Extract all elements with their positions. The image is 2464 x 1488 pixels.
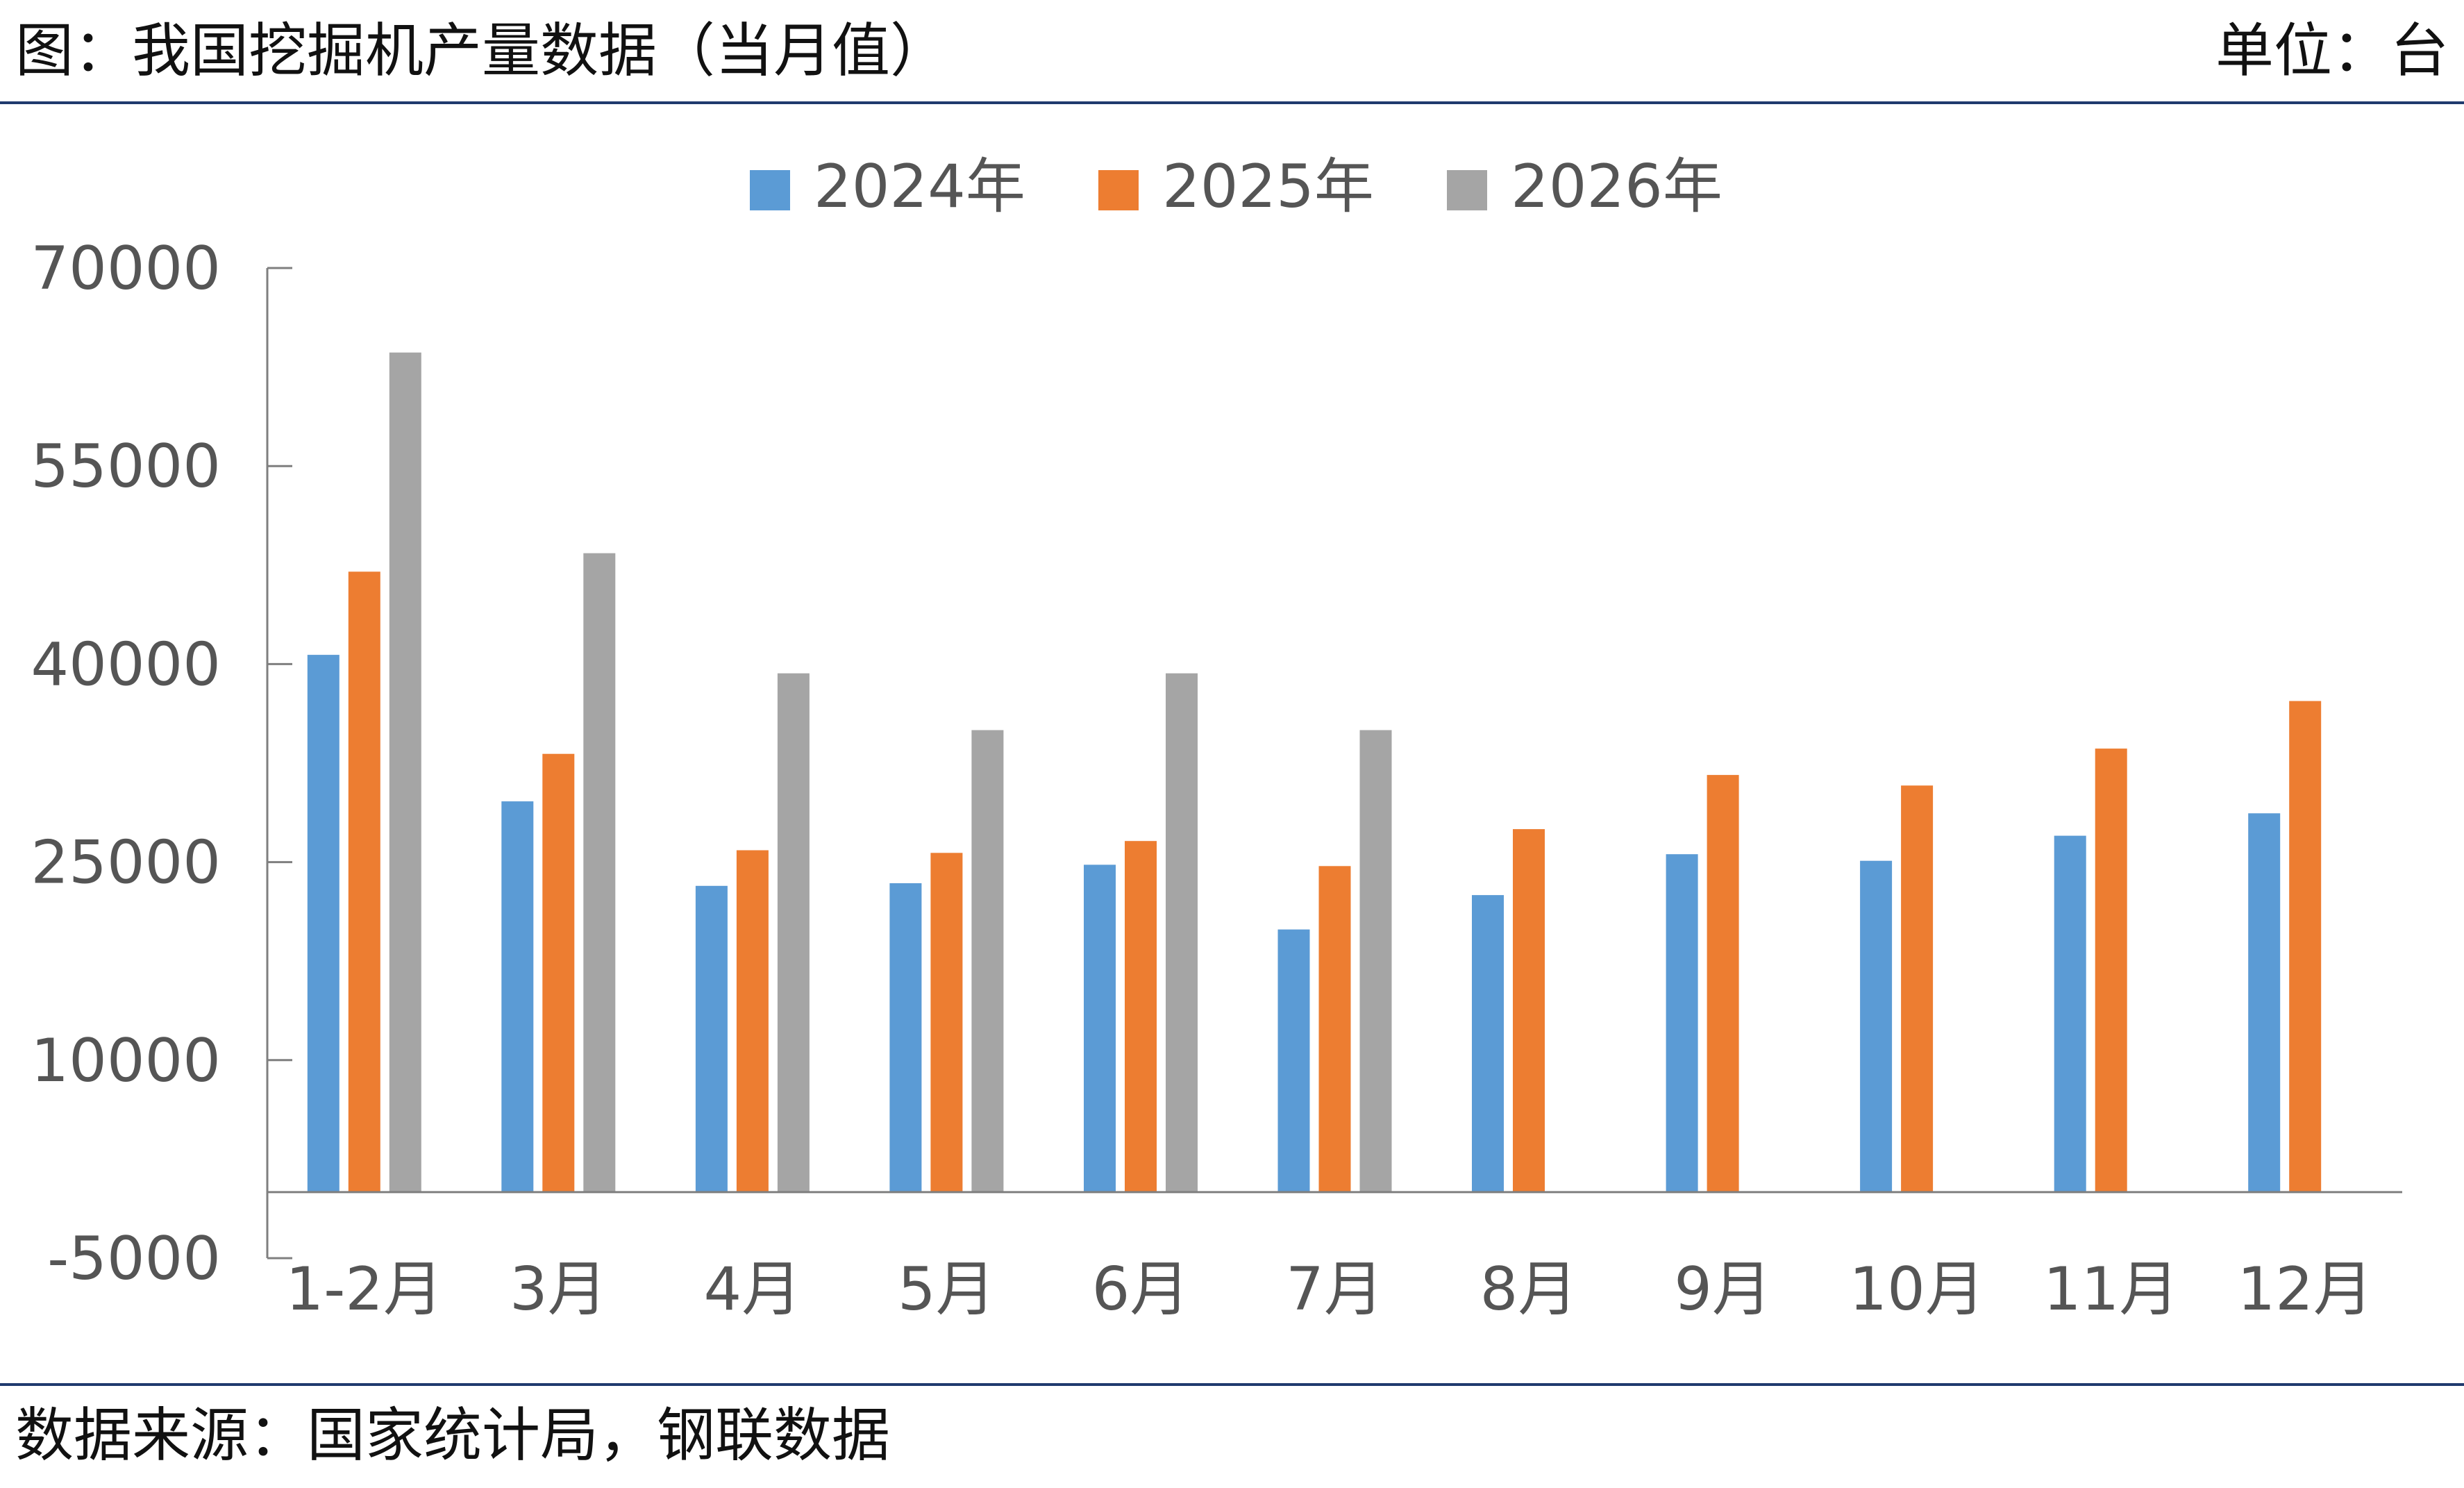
bar-2026年-5月 xyxy=(971,730,1004,1192)
legend-swatch-1 xyxy=(750,170,790,210)
x-category-label: 12月 xyxy=(2238,1255,2373,1324)
x-category-label: 8月 xyxy=(1480,1255,1578,1324)
x-category-label: 11月 xyxy=(2043,1255,2179,1324)
bar-2025年-3月 xyxy=(542,753,575,1192)
x-category-label: 1-2月 xyxy=(286,1255,443,1324)
x-category-label: 5月 xyxy=(898,1255,996,1324)
bar-2025年-12月 xyxy=(2289,701,2322,1192)
y-axis: -5000 10000 25000 40000 55000 70000 xyxy=(31,234,292,1294)
y-tick-label: -5000 xyxy=(47,1224,221,1294)
x-category-label: 9月 xyxy=(1674,1255,1772,1324)
bar-2025年-7月 xyxy=(1318,866,1351,1192)
x-category-label: 4月 xyxy=(704,1255,802,1324)
unit-label: 单位：台 xyxy=(2215,17,2449,85)
x-category-label: 3月 xyxy=(510,1255,607,1324)
legend-label-1: 2024年 xyxy=(814,152,1025,221)
bar-chart: 2024年 2025年 2026年 -5000 10000 25000 40000 5500… xyxy=(31,152,2402,1324)
data-source: 数据来源：国家统计局，钢联数据 xyxy=(15,1401,891,1469)
legend-swatch-2 xyxy=(1098,170,1139,210)
legend: 2024年 2025年 2026年 xyxy=(750,152,1723,221)
x-category-label: 6月 xyxy=(1092,1255,1190,1324)
bar-2025年-9月 xyxy=(1707,775,1739,1192)
y-tick-label: 10000 xyxy=(31,1026,221,1096)
bar-2026年-1-2月 xyxy=(389,352,421,1192)
bar-2026年-4月 xyxy=(777,673,810,1192)
legend-swatch-3 xyxy=(1447,170,1487,210)
x-category-label: 7月 xyxy=(1286,1255,1384,1324)
bar-2024年-12月 xyxy=(2248,813,2281,1192)
bar-2025年-8月 xyxy=(1513,829,1545,1192)
y-tick-label: 70000 xyxy=(31,234,221,303)
bar-2024年-9月 xyxy=(1666,854,1698,1192)
bar-2024年-7月 xyxy=(1277,929,1310,1192)
footer-divider xyxy=(0,1383,2464,1386)
chart-title: 图：我国挖掘机产量数据（当月值） xyxy=(15,17,949,85)
bar-2025年-5月 xyxy=(930,853,963,1192)
bars xyxy=(307,352,2322,1192)
y-tick-label: 55000 xyxy=(31,432,221,501)
x-category-label: 10月 xyxy=(1849,1255,1984,1324)
bar-2024年-11月 xyxy=(2054,835,2086,1192)
bar-2025年-1-2月 xyxy=(348,571,380,1192)
bar-2026年-3月 xyxy=(583,553,616,1192)
bar-2024年-6月 xyxy=(1084,864,1116,1192)
bar-2025年-6月 xyxy=(1125,841,1157,1192)
bar-2026年-6月 xyxy=(1166,673,1198,1192)
bar-2024年-10月 xyxy=(1860,860,1893,1192)
bar-2025年-4月 xyxy=(736,850,769,1192)
bar-2026年-7月 xyxy=(1359,730,1392,1192)
x-axis: 1-2月 3月 4月 5月 6月 7月 8月 9月 10月 11月 12月 xyxy=(267,1191,2402,1324)
legend-label-2: 2025年 xyxy=(1162,152,1374,221)
legend-label-3: 2026年 xyxy=(1511,152,1723,221)
bar-2024年-1-2月 xyxy=(307,655,340,1192)
bar-2024年-8月 xyxy=(1472,895,1504,1192)
bar-2024年-4月 xyxy=(695,885,728,1192)
bar-2025年-11月 xyxy=(2095,749,2127,1192)
y-tick-label: 40000 xyxy=(31,630,221,699)
bar-2025年-10月 xyxy=(1901,785,1934,1192)
y-tick-label: 25000 xyxy=(31,828,221,898)
bar-2024年-5月 xyxy=(889,883,922,1192)
bar-2024年-3月 xyxy=(501,801,534,1192)
header-divider xyxy=(0,101,2464,104)
